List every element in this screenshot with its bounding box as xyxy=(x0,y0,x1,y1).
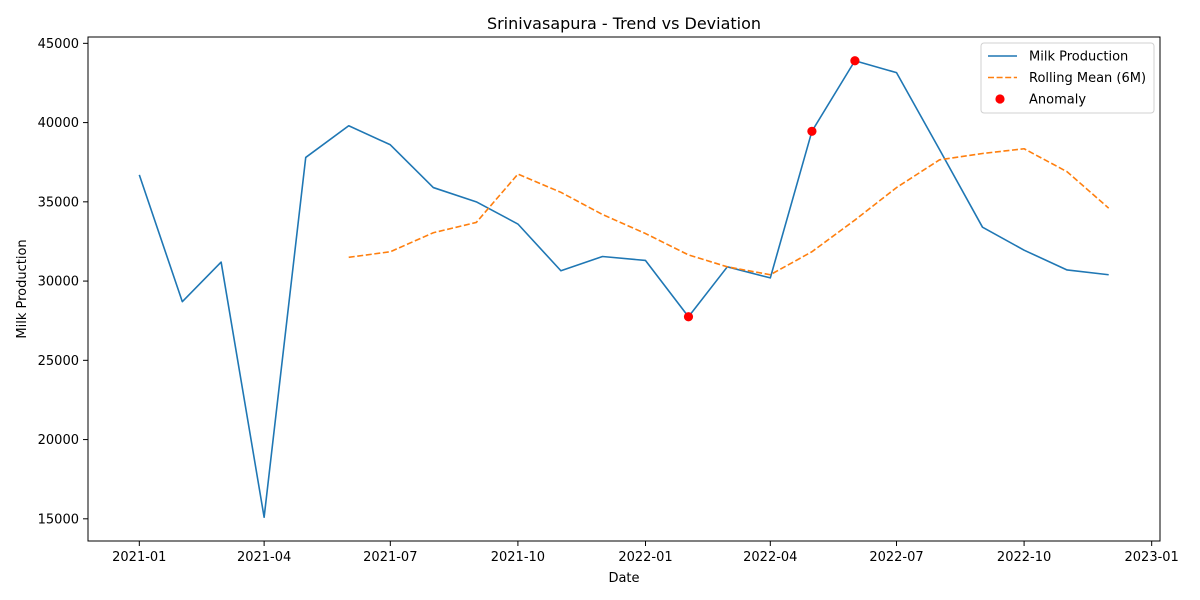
y-tick-label: 25000 xyxy=(38,354,79,369)
chart-title: Srinivasapura - Trend vs Deviation xyxy=(487,14,761,33)
y-tick-label: 35000 xyxy=(38,195,79,210)
anomaly-point xyxy=(850,56,860,66)
legend-label: Anomaly xyxy=(1029,93,1086,108)
y-tick-label: 40000 xyxy=(38,116,79,131)
y-axis: 15000 20000 25000 30000 35000 40000 45000 xyxy=(38,37,88,527)
x-tick-label: 2022-04 xyxy=(743,550,797,565)
legend-label: Rolling Mean (6M) xyxy=(1029,71,1146,86)
plot-frame xyxy=(87,36,1161,542)
y-axis-title: Milk Production xyxy=(15,239,30,338)
rolling-mean-line xyxy=(348,147,1110,276)
x-tick-label: 2022-10 xyxy=(997,550,1051,565)
y-tick-label: 30000 xyxy=(38,275,79,290)
x-tick-label: 2021-10 xyxy=(491,550,545,565)
y-tick-label: 45000 xyxy=(38,37,79,52)
anomaly-point xyxy=(683,312,694,322)
x-axis: 2021-01 2021-04 2021-07 2021-10 2022-01 2022-… xyxy=(112,541,1179,565)
legend-box xyxy=(980,42,1155,114)
legend: Milk Production Rolling Mean (6M) Anomaly xyxy=(980,42,1155,114)
x-tick-label: 2021-01 xyxy=(112,550,166,565)
legend-anomaly-marker xyxy=(995,94,1005,104)
x-tick-label: 2021-07 xyxy=(363,550,417,565)
legend-label: Milk Production xyxy=(1029,50,1128,65)
y-tick-label: 15000 xyxy=(38,512,79,527)
y-tick-label: 20000 xyxy=(38,433,79,448)
milk-production-line xyxy=(138,59,1109,519)
x-tick-label: 2022-01 xyxy=(618,550,672,565)
x-tick-label: 2022-07 xyxy=(869,550,923,565)
plot-area xyxy=(138,56,1110,519)
x-tick-label: 2023-01 xyxy=(1125,550,1179,565)
anomaly-point xyxy=(807,126,817,136)
x-tick-label: 2021-04 xyxy=(237,550,291,565)
x-axis-title: Date xyxy=(608,571,639,586)
